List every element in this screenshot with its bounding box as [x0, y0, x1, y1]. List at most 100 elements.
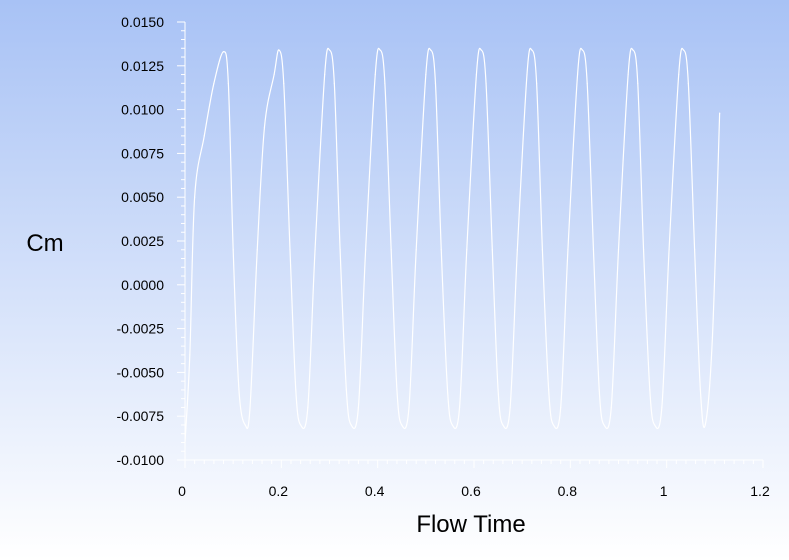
data-point	[491, 249, 493, 251]
y-axis-title: Cm	[26, 230, 63, 257]
series-layer	[184, 47, 721, 444]
x-tick-label: 0.2	[269, 483, 289, 499]
data-point	[244, 424, 246, 426]
data-point	[451, 424, 453, 426]
data-point	[324, 73, 326, 76]
data-point	[719, 112, 721, 114]
data-point	[390, 249, 392, 251]
data-point	[184, 441, 186, 444]
axes	[177, 21, 764, 468]
data-point	[249, 406, 251, 409]
data-point	[333, 82, 335, 84]
data-point	[384, 82, 386, 84]
data-point	[446, 389, 449, 391]
data-point	[425, 73, 427, 76]
data-point	[598, 389, 600, 391]
data-point	[350, 424, 352, 426]
x-tick-label: 0.4	[365, 483, 385, 499]
data-point	[516, 249, 518, 251]
y-tick-label: -0.0075	[117, 408, 165, 424]
data-point	[497, 389, 499, 391]
data-point	[632, 49, 634, 51]
data-point	[339, 249, 341, 251]
data-point	[711, 336, 714, 338]
data-point	[213, 82, 215, 84]
data-point	[440, 249, 442, 251]
y-tick-label: 0.0075	[121, 145, 164, 161]
x-tick-labels: 0 0.2 0.4 0.6 0.8 1 1.2	[178, 483, 770, 499]
data-point	[238, 389, 240, 391]
y-tick-label: 0.0025	[121, 233, 164, 249]
data-point	[222, 51, 225, 53]
data-point	[194, 196, 196, 198]
data-point	[531, 49, 533, 51]
y-tick-label: 0.0100	[121, 102, 164, 118]
data-point	[567, 249, 569, 251]
data-point	[256, 249, 258, 251]
y-tick-label: 0.0000	[121, 277, 164, 293]
data-point	[678, 73, 680, 76]
x-axis-title: Flow Time	[416, 511, 525, 538]
data-point	[654, 424, 656, 426]
data-point	[283, 82, 285, 84]
data-point	[610, 406, 612, 409]
data-point	[263, 126, 266, 128]
data-point	[480, 49, 482, 51]
data-point	[560, 406, 562, 409]
data-point	[682, 49, 685, 51]
data-point	[458, 406, 461, 409]
y-tick-label: -0.0050	[117, 364, 165, 380]
data-point	[509, 406, 511, 409]
data-point	[357, 406, 359, 409]
data-point	[415, 249, 417, 251]
data-point	[502, 424, 504, 426]
data-point	[687, 82, 689, 84]
x-tick-label: 0.6	[461, 483, 481, 499]
data-point	[314, 249, 316, 251]
y-tick-label: 0.0050	[121, 189, 164, 205]
data-point	[307, 406, 309, 409]
data-point	[278, 49, 280, 51]
data-point	[541, 249, 544, 251]
data-point	[365, 249, 367, 251]
data-point	[536, 82, 538, 84]
data-point	[548, 389, 550, 391]
x-tick-label: 0.8	[558, 483, 578, 499]
series-line	[184, 47, 721, 443]
data-point	[649, 389, 651, 391]
data-point	[661, 406, 663, 409]
data-point	[485, 82, 487, 84]
data-point	[699, 389, 701, 391]
data-point	[586, 82, 588, 84]
data-point	[466, 249, 468, 251]
y-tick-labels: 0.0150 0.0125 0.0100 0.0075 0.0050 0.0025 0.00…	[117, 14, 165, 468]
data-point	[401, 424, 403, 426]
x-tick-label: 0	[178, 483, 186, 499]
data-point	[581, 49, 583, 51]
data-point	[668, 249, 670, 251]
y-tick-label: 0.0125	[121, 58, 164, 74]
data-point	[379, 49, 381, 51]
data-point	[232, 249, 234, 251]
x-tick-label: 1	[660, 483, 668, 499]
data-point	[475, 73, 478, 76]
data-point	[592, 249, 595, 251]
x-tick-label: 1.2	[750, 483, 770, 499]
data-point	[374, 73, 376, 76]
data-point	[300, 424, 302, 426]
y-tick-label: -0.0025	[117, 321, 165, 337]
y-tick-label: 0.0150	[121, 14, 164, 30]
data-point	[289, 249, 291, 251]
data-point	[694, 249, 696, 251]
data-point	[526, 73, 528, 76]
data-point	[189, 354, 191, 356]
data-point	[576, 73, 579, 76]
data-point	[637, 82, 639, 84]
data-point	[617, 249, 620, 251]
data-point	[552, 424, 555, 426]
data-point	[396, 389, 398, 391]
data-point	[203, 135, 205, 137]
data-point	[273, 73, 275, 76]
